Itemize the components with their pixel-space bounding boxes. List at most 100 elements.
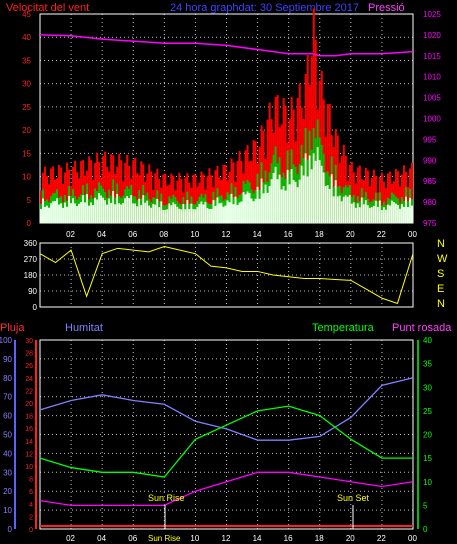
wind-gust-bar [136,173,139,223]
humidity-y-tick: 80 [3,374,12,383]
wind-low-bar [196,206,199,223]
humidity-y-axis: 0 10 20 30 40 50 60 70 80 90 100 [0,336,13,534]
wind-low-bar [250,198,253,223]
wind-low-bar [52,201,55,223]
wind-gust-bar [164,174,167,223]
weather-x-tick: 10 [190,534,199,543]
wind-low-bar [144,202,147,223]
wind-low-bar [122,202,125,223]
wind-low-bar [298,179,301,223]
wind-gust-bar [80,161,83,223]
wind-gust-bar [74,160,77,223]
wind-low-bar [328,188,331,223]
wind-low-bar [398,208,401,223]
wind-low-bar [130,195,133,223]
wind-low-bar [108,198,111,223]
wind-low-bar [390,200,393,223]
temperature-y-tick: 15 [423,454,432,463]
humidity-y-tick: 40 [3,449,12,458]
wind-low-bar [104,200,107,223]
weather-x-tick: 22 [377,534,386,543]
temperature-y-tick: 20 [423,431,432,440]
wind-low-bar [90,202,93,223]
wind-gust-bar [328,103,331,223]
wind-low-bar [224,205,227,223]
wind-low-bar [232,204,235,223]
wind-low-bar [322,172,325,223]
wind-gust-bar [170,173,173,223]
wind-low-bar [48,207,51,223]
wind-low-bar [324,185,327,223]
wind-low-bar [84,202,87,223]
wind-gust-bar [184,177,187,223]
wind-gust-bar [224,165,227,223]
wind-low-bar [248,193,251,223]
pressure-y-tick: 985 [423,177,437,186]
pressure-y-tick: 980 [423,198,437,207]
wind-low-bar [362,204,365,223]
wind-low-bar [252,201,255,223]
wind-gust-bar [370,178,373,223]
temperature-y-tick: 0 [423,525,428,534]
wind-low-bar [272,172,275,223]
wind-gust-bar [268,102,271,223]
pressure-y-tick: 975 [423,219,437,228]
wind-y-tick: 0 [27,219,32,228]
wind-low-bar [202,204,205,223]
pressure-y-tick: 990 [423,156,437,165]
wind-low-bar [384,209,387,223]
wind-direction-line [39,246,414,305]
wind-gust-bar [358,165,361,223]
dewpoint-legend: Punt rosada [392,322,452,334]
wind-y-tick: 45 [22,10,31,19]
wind-gust-bar [356,167,359,223]
wind-low-bar [316,147,319,223]
wind-x-tick: 18 [315,230,324,239]
compass-letter: W [437,253,448,265]
pressure-y-tick: 1020 [423,31,441,40]
wind-gust-bar [76,172,79,223]
wind-low-bar [404,196,407,223]
humidity-y-tick: 60 [3,412,12,421]
wind-gust-bar [332,146,335,223]
humidity-y-tick: 30 [3,468,12,477]
wind-gust-bar [150,171,153,223]
wind-low-bar [132,203,135,223]
wind-y-tick: 15 [22,149,31,158]
rain-y-tick: 12 [25,451,33,458]
wind-low-bar [152,204,155,223]
wind-gust-bar [238,150,241,223]
wind-low-bar [376,206,379,223]
wind-gust-bar [132,160,135,223]
rain-y-tick: 22 [25,388,33,395]
wind-low-bar [222,206,225,223]
wind-low-bar [54,200,57,223]
rain-y-tick: 2 [29,514,33,521]
wind-gust-bar [60,167,63,223]
wind-low-bar [370,207,373,223]
wind-gust-bar [162,174,165,223]
rain-y-tick: 10 [25,464,33,471]
pressure-y-tick: 1025 [423,10,441,19]
humidity-y-tick: 90 [3,355,12,364]
wind-low-bar [382,207,385,223]
wind-low-bar [260,178,263,223]
wind-gust-bar [388,171,391,223]
wind-low-bar [308,155,311,223]
wind-low-bar [278,174,281,223]
direction-y-tick: 270 [24,255,38,264]
wind-low-bar [162,209,165,223]
rain-y-tick: 4 [29,502,33,509]
wind-low-bar [392,202,395,223]
weather-x-tick: 20 [346,534,355,543]
wind-low-bar [296,187,299,223]
wind-low-bar [344,195,347,223]
wind-gust-bar [306,55,309,224]
wind-low-bar [170,205,173,223]
wind-low-bar [374,200,377,223]
wind-low-bar [342,196,345,223]
wind-gust-bar [206,176,209,223]
wind-gust-bar [396,171,399,223]
wind-low-bar [62,207,65,223]
wind-low-bar [126,195,129,223]
